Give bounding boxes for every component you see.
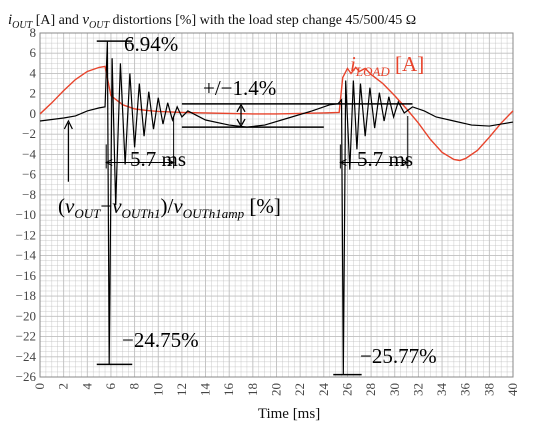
y-tick-label: −14: [16, 248, 37, 263]
x-tick-label: 12: [174, 383, 189, 396]
x-tick-label: 10: [150, 383, 165, 396]
settle-2-arrow-head-start: [339, 159, 347, 166]
annotation-peak-high: 6.94%: [124, 32, 178, 56]
plot-border: [39, 32, 514, 378]
plot-frame: [39, 32, 514, 378]
y-tick-label: −16: [16, 268, 37, 283]
x-tick-label: 2: [56, 383, 71, 390]
x-tick-label: 6: [103, 383, 118, 390]
annotation-peak-low-2: −25.77%: [360, 344, 437, 368]
x-tick-label: 4: [79, 383, 94, 390]
y-tick-label: −10: [16, 207, 36, 222]
y-tick-label: −4: [22, 146, 36, 161]
legend-label-iload: iLOAD [A]: [350, 52, 424, 79]
x-tick-label: 36: [458, 383, 473, 397]
x-tick-label: 18: [245, 383, 260, 396]
annotation-settle-1: 5.7 ms: [130, 147, 186, 171]
y-tick-label: −26: [16, 369, 37, 384]
y-tick-label: −22: [16, 329, 36, 344]
x-tick-label: 20: [269, 383, 284, 396]
y-tick-label: 0: [30, 106, 37, 121]
x-axis-label: Time [ms]: [258, 406, 320, 422]
x-tick-label: 34: [434, 383, 449, 397]
x-tick-label: 14: [198, 383, 213, 397]
x-tick-label: 8: [127, 383, 142, 390]
y-tick-label: −6: [22, 167, 36, 182]
x-tick-label: 40: [505, 383, 520, 396]
x-tick-label: 26: [339, 383, 354, 397]
y-tick-label: −2: [22, 126, 36, 141]
y-axis-ticks: 8 6 4 2 0 −2 −4 −6 −8 −10 −12 −14 −16 −18 −20 −22 −24 −26: [16, 25, 37, 384]
y-tick-label: −24: [16, 349, 37, 364]
y-tick-label: 8: [30, 25, 37, 40]
x-tick-label: 22: [292, 383, 307, 396]
y-tick-label: −8: [22, 187, 36, 202]
annotation-settle-2: 5.7 ms: [357, 147, 413, 171]
x-tick-label: 0: [32, 383, 47, 390]
x-tick-label: 30: [387, 383, 402, 396]
settle-1-arrow-head-start: [105, 159, 113, 166]
series-line-distortion: [39, 41, 514, 375]
x-tick-label: 32: [410, 383, 425, 396]
y-tick-label: −18: [16, 288, 36, 303]
series-line-iload: [39, 65, 514, 162]
x-tick-label: 28: [363, 383, 378, 396]
annotation-guides: [63, 40, 413, 376]
annotation-band: +/−1.4%: [203, 76, 276, 100]
distortion-pointer-head: [63, 119, 73, 130]
x-tick-label: 16: [221, 383, 236, 397]
y-tick-label: 4: [30, 65, 37, 80]
band-arrow-head-bottom: [236, 118, 246, 128]
y-tick-label: −20: [16, 308, 36, 323]
settle-1-arrow-head-end: [167, 159, 175, 166]
y-tick-label: 2: [30, 86, 37, 101]
y-tick-label: 6: [30, 45, 37, 60]
chart-title: iOUT [A] and vOUT distortions [%] with t…: [8, 12, 416, 31]
band-arrow-head-top: [236, 103, 246, 113]
x-axis-ticks: 0 2 4 6 8 10 12 14 16 18 20 22 24 26 28 30 32 34 36 38 40: [32, 383, 520, 397]
settle-2-arrow-head-end: [401, 159, 409, 166]
x-tick-label: 38: [481, 383, 496, 396]
annotation-peak-low-1: −24.75%: [122, 328, 199, 352]
legend-label-distortion: (vOUT−vOUTh1)/vOUTh1amp [%]: [58, 194, 281, 221]
x-tick-label: 24: [316, 383, 331, 397]
y-tick-label: −12: [16, 227, 36, 242]
